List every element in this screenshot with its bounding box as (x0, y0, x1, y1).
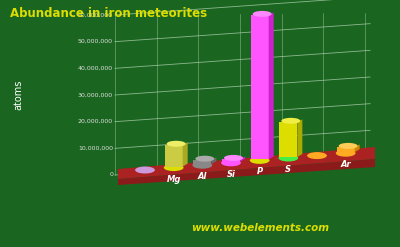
Polygon shape (118, 159, 375, 185)
Polygon shape (118, 147, 375, 179)
Text: 30,000,000: 30,000,000 (78, 92, 113, 98)
Polygon shape (211, 157, 216, 164)
Polygon shape (193, 160, 211, 164)
Ellipse shape (339, 143, 358, 149)
Ellipse shape (167, 141, 186, 147)
Text: Abundance in iron meteorites: Abundance in iron meteorites (10, 7, 207, 20)
Text: 40,000,000: 40,000,000 (78, 66, 113, 71)
Text: 0: 0 (109, 172, 113, 178)
Text: 20,000,000: 20,000,000 (78, 119, 113, 124)
Polygon shape (183, 142, 188, 166)
Text: Ar: Ar (340, 160, 351, 169)
Polygon shape (251, 15, 269, 159)
Text: Al: Al (198, 172, 207, 181)
Ellipse shape (221, 159, 241, 166)
Text: 50,000,000: 50,000,000 (78, 39, 113, 44)
Polygon shape (297, 119, 302, 157)
Ellipse shape (195, 156, 214, 162)
Text: 60,000,000: 60,000,000 (78, 13, 113, 18)
Text: 10,000,000: 10,000,000 (78, 146, 113, 151)
Ellipse shape (281, 118, 300, 124)
Polygon shape (222, 159, 240, 162)
Ellipse shape (250, 157, 270, 164)
Text: atoms: atoms (13, 80, 23, 110)
Ellipse shape (192, 162, 212, 169)
Polygon shape (240, 156, 245, 162)
Text: S: S (285, 165, 291, 174)
Ellipse shape (307, 152, 327, 159)
Ellipse shape (164, 164, 184, 171)
Text: Mg: Mg (166, 175, 181, 184)
Text: P: P (257, 167, 263, 176)
Polygon shape (269, 12, 274, 159)
Ellipse shape (278, 155, 298, 162)
Polygon shape (165, 145, 183, 166)
Text: Si: Si (226, 170, 236, 179)
Polygon shape (355, 144, 360, 152)
Ellipse shape (135, 166, 155, 173)
Ellipse shape (336, 150, 356, 157)
Polygon shape (279, 122, 297, 157)
Polygon shape (337, 147, 355, 152)
Text: www.webelements.com: www.webelements.com (191, 223, 329, 233)
Ellipse shape (253, 11, 272, 17)
Ellipse shape (224, 155, 243, 161)
